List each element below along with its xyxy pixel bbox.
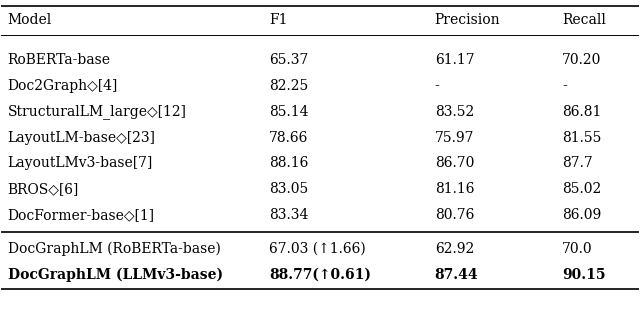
Text: 83.34: 83.34 [269,208,308,222]
Text: 85.02: 85.02 [562,182,602,196]
Text: LayoutLM-base◇[23]: LayoutLM-base◇[23] [8,131,156,145]
Text: 67.03 (↑1.66): 67.03 (↑1.66) [269,242,366,256]
Text: 90.15: 90.15 [562,268,605,282]
Text: 62.92: 62.92 [435,242,474,256]
Text: StructuralLM_large◇[12]: StructuralLM_large◇[12] [8,104,187,119]
Text: 70.20: 70.20 [562,53,602,67]
Text: 83.52: 83.52 [435,105,474,119]
Text: 86.81: 86.81 [562,105,602,119]
Text: DocGraphLM (LLMv3-base): DocGraphLM (LLMv3-base) [8,267,223,282]
Text: 87.7: 87.7 [562,156,593,170]
Text: 81.55: 81.55 [562,131,602,145]
Text: -: - [562,79,567,93]
Text: DocFormer-base◇[1]: DocFormer-base◇[1] [8,208,155,222]
Text: 75.97: 75.97 [435,131,474,145]
Text: RoBERTa-base: RoBERTa-base [8,53,111,67]
Text: 78.66: 78.66 [269,131,308,145]
Text: 61.17: 61.17 [435,53,474,67]
Text: 86.70: 86.70 [435,156,474,170]
Text: Recall: Recall [562,13,606,27]
Text: 81.16: 81.16 [435,182,474,196]
Text: 80.76: 80.76 [435,208,474,222]
Text: F1: F1 [269,13,287,27]
Text: 83.05: 83.05 [269,182,308,196]
Text: BROS◇[6]: BROS◇[6] [8,182,79,196]
Text: LayoutLMv3-base[7]: LayoutLMv3-base[7] [8,156,153,170]
Text: 86.09: 86.09 [562,208,602,222]
Text: 88.16: 88.16 [269,156,308,170]
Text: 70.0: 70.0 [562,242,593,256]
Text: 87.44: 87.44 [435,268,478,282]
Text: DocGraphLM (RoBERTa-base): DocGraphLM (RoBERTa-base) [8,242,221,256]
Text: Precision: Precision [435,13,500,27]
Text: 82.25: 82.25 [269,79,308,93]
Text: -: - [435,79,440,93]
Text: Model: Model [8,13,52,27]
Text: 85.14: 85.14 [269,105,308,119]
Text: 88.77(↑0.61): 88.77(↑0.61) [269,268,371,282]
Text: Doc2Graph◇[4]: Doc2Graph◇[4] [8,79,118,93]
Text: 65.37: 65.37 [269,53,308,67]
